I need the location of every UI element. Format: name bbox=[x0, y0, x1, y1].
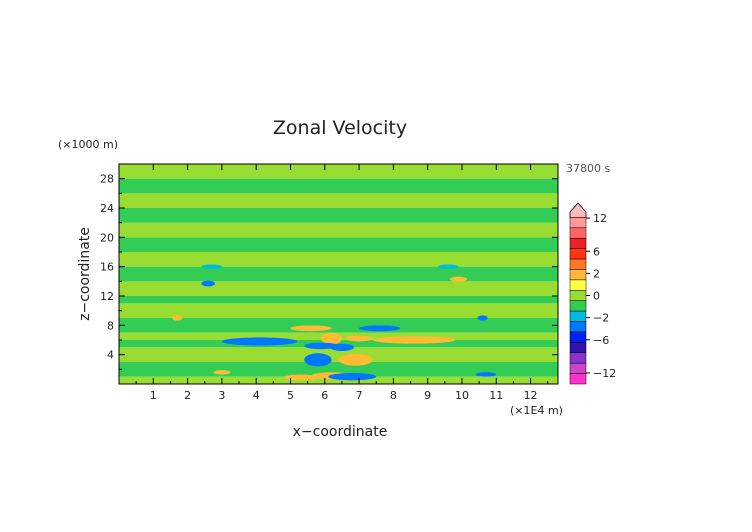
colorbar-swatch-15 bbox=[569, 362, 587, 374]
colorbar-swatch-13 bbox=[569, 342, 587, 354]
velocity-feature-16 bbox=[477, 315, 488, 321]
colorbar-swatch-6 bbox=[569, 269, 587, 281]
velocity-feature-1 bbox=[283, 374, 318, 381]
y-tick-label-20: 20 bbox=[100, 231, 114, 244]
chart-title: Zonal Velocity bbox=[273, 117, 407, 139]
velocity-band-11 bbox=[119, 237, 558, 252]
plot-frame bbox=[118, 163, 559, 385]
velocity-feature-18 bbox=[475, 372, 497, 377]
x-tick-label-2: 2 bbox=[184, 389, 191, 402]
colorbar-label-5: −6 bbox=[593, 334, 609, 347]
velocity-feature-8 bbox=[304, 342, 339, 350]
velocity-feature-12 bbox=[345, 335, 373, 342]
x-tick-label-10: 10 bbox=[455, 389, 469, 402]
y-tick-label-12: 12 bbox=[100, 290, 114, 303]
x-tick-label-1: 1 bbox=[150, 389, 157, 402]
velocity-band-10 bbox=[119, 252, 558, 267]
y-axis: 4 8 12 16 20 24 28 bbox=[100, 173, 558, 370]
velocity-feature-13 bbox=[201, 280, 216, 287]
colorbar-swatch-16 bbox=[569, 373, 587, 385]
colorbar-swatch-1 bbox=[569, 217, 587, 229]
velocity-band-5 bbox=[119, 318, 558, 333]
velocity-band-14 bbox=[119, 193, 558, 208]
x-tick-label-6: 6 bbox=[321, 389, 328, 402]
colorbar-swatch-12 bbox=[569, 331, 587, 343]
x-tick-label-3: 3 bbox=[218, 389, 225, 402]
velocity-band-6 bbox=[119, 303, 558, 318]
y-tick-label-28: 28 bbox=[100, 173, 114, 186]
velocity-feature-4 bbox=[338, 353, 373, 366]
colorbar: 12 6 2 0 −2 −6 −12 bbox=[569, 202, 616, 385]
y-tick-label-8: 8 bbox=[107, 319, 114, 332]
colorbar-swatch-11 bbox=[569, 321, 587, 333]
x-tick-label-9: 9 bbox=[424, 389, 431, 402]
velocity-band-8 bbox=[119, 281, 558, 296]
velocity-band-15 bbox=[119, 178, 558, 194]
colorbar-label-2: 2 bbox=[593, 267, 600, 280]
velocity-features bbox=[172, 264, 497, 381]
x-tick-label-4: 4 bbox=[253, 389, 260, 402]
velocity-feature-5 bbox=[321, 332, 342, 345]
colorbar-swatch-10 bbox=[569, 310, 587, 322]
y-axis-label: z−coordinate bbox=[77, 227, 93, 321]
colorbar-swatch-7 bbox=[569, 279, 587, 291]
y-unit-label: (×1000 m) bbox=[58, 138, 118, 151]
velocity-bands bbox=[119, 164, 558, 384]
colorbar-swatch-4 bbox=[569, 248, 587, 260]
x-tick-label-7: 7 bbox=[356, 389, 363, 402]
velocity-feature-19 bbox=[201, 264, 222, 269]
velocity-band-16 bbox=[119, 164, 558, 179]
time-label: 37800 s bbox=[566, 162, 610, 175]
velocity-feature-10 bbox=[359, 325, 401, 332]
colorbar-label-1: 6 bbox=[593, 245, 600, 258]
x-tick-label-5: 5 bbox=[287, 389, 294, 402]
velocity-band-13 bbox=[119, 208, 558, 223]
colorbar-swatch-3 bbox=[569, 237, 587, 249]
colorbar-label-4: −2 bbox=[593, 312, 609, 325]
colorbar-label-0: 12 bbox=[593, 212, 607, 225]
y-tick-label-24: 24 bbox=[100, 202, 114, 215]
velocity-feature-15 bbox=[172, 315, 183, 321]
colorbar-label-3: 0 bbox=[593, 290, 600, 303]
velocity-feature-2 bbox=[328, 373, 377, 381]
colorbar-swatch-9 bbox=[569, 300, 587, 312]
colorbar-swatch-0 bbox=[569, 202, 587, 218]
velocity-feature-20 bbox=[437, 264, 459, 269]
velocity-band-2 bbox=[119, 347, 558, 362]
velocity-band-3 bbox=[119, 340, 558, 348]
x-tick-label-12: 12 bbox=[524, 389, 538, 402]
colorbar-swatch-8 bbox=[569, 290, 587, 301]
velocity-feature-11 bbox=[372, 336, 456, 344]
y-tick-label-4: 4 bbox=[107, 349, 114, 362]
x-axis: 1 2 3 4 5 6 7 8 9 10 11 12 bbox=[135, 164, 549, 402]
velocity-band-0 bbox=[119, 376, 558, 384]
y-tick-label-16: 16 bbox=[100, 261, 114, 274]
velocity-feature-3 bbox=[304, 353, 332, 367]
velocity-feature-17 bbox=[213, 370, 231, 375]
colorbar-swatch-5 bbox=[569, 258, 587, 270]
velocity-band-7 bbox=[119, 296, 558, 304]
colorbar-label-6: −12 bbox=[593, 367, 616, 380]
x-axis-label: x−coordinate bbox=[293, 424, 388, 440]
velocity-band-12 bbox=[119, 222, 558, 238]
x-tick-label-8: 8 bbox=[390, 389, 397, 402]
x-unit-label: (×1E4 m) bbox=[510, 404, 563, 417]
velocity-feature-14 bbox=[449, 276, 468, 282]
x-tick-label-11: 11 bbox=[489, 389, 503, 402]
velocity-feature-9 bbox=[290, 325, 332, 332]
velocity-feature-7 bbox=[221, 337, 298, 346]
colorbar-swatch-2 bbox=[569, 227, 587, 239]
colorbar-swatch-14 bbox=[569, 352, 587, 364]
velocity-band-9 bbox=[119, 266, 558, 282]
